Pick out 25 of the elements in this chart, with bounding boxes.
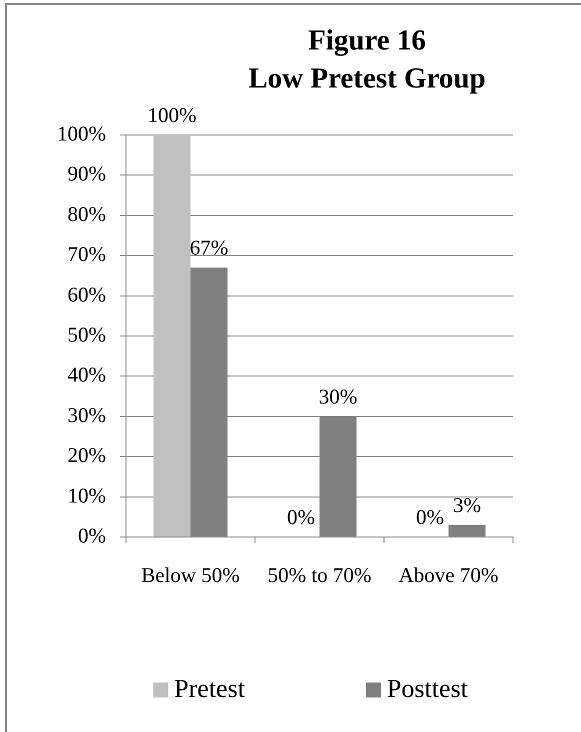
x-tick-label: Below 50%	[141, 563, 240, 588]
y-tick-label: 70%	[68, 242, 106, 266]
chart-title: Figure 16	[308, 24, 426, 56]
data-label: 67%	[190, 236, 228, 260]
data-label: 100%	[147, 103, 196, 127]
x-tick-label: Above 70%	[398, 563, 498, 588]
y-tick-label: 50%	[68, 322, 106, 347]
y-tick-label: 90%	[68, 162, 106, 186]
data-label: 0%	[286, 505, 315, 529]
legend-label: Posttest	[386, 674, 469, 703]
chart-subtitle: Low Pretest Group	[248, 62, 486, 94]
y-tick-label: 30%	[68, 402, 106, 427]
y-tick-label: 20%	[68, 443, 106, 468]
y-tick-label: 80%	[68, 202, 106, 226]
data-label: 0%	[416, 505, 444, 529]
y-tick-label: 10%	[68, 483, 106, 508]
y-tick-label: 100%	[57, 122, 106, 146]
data-label: 3%	[453, 492, 482, 517]
data-label: 30%	[318, 384, 358, 408]
x-tick-label: 50% to 70%	[268, 563, 372, 588]
y-tick-label: 0%	[78, 524, 106, 548]
bar	[153, 135, 190, 536]
y-tick-label: 40%	[68, 362, 106, 387]
y-tick-label: 60%	[68, 282, 106, 306]
legend-label: Pretest	[174, 674, 246, 703]
